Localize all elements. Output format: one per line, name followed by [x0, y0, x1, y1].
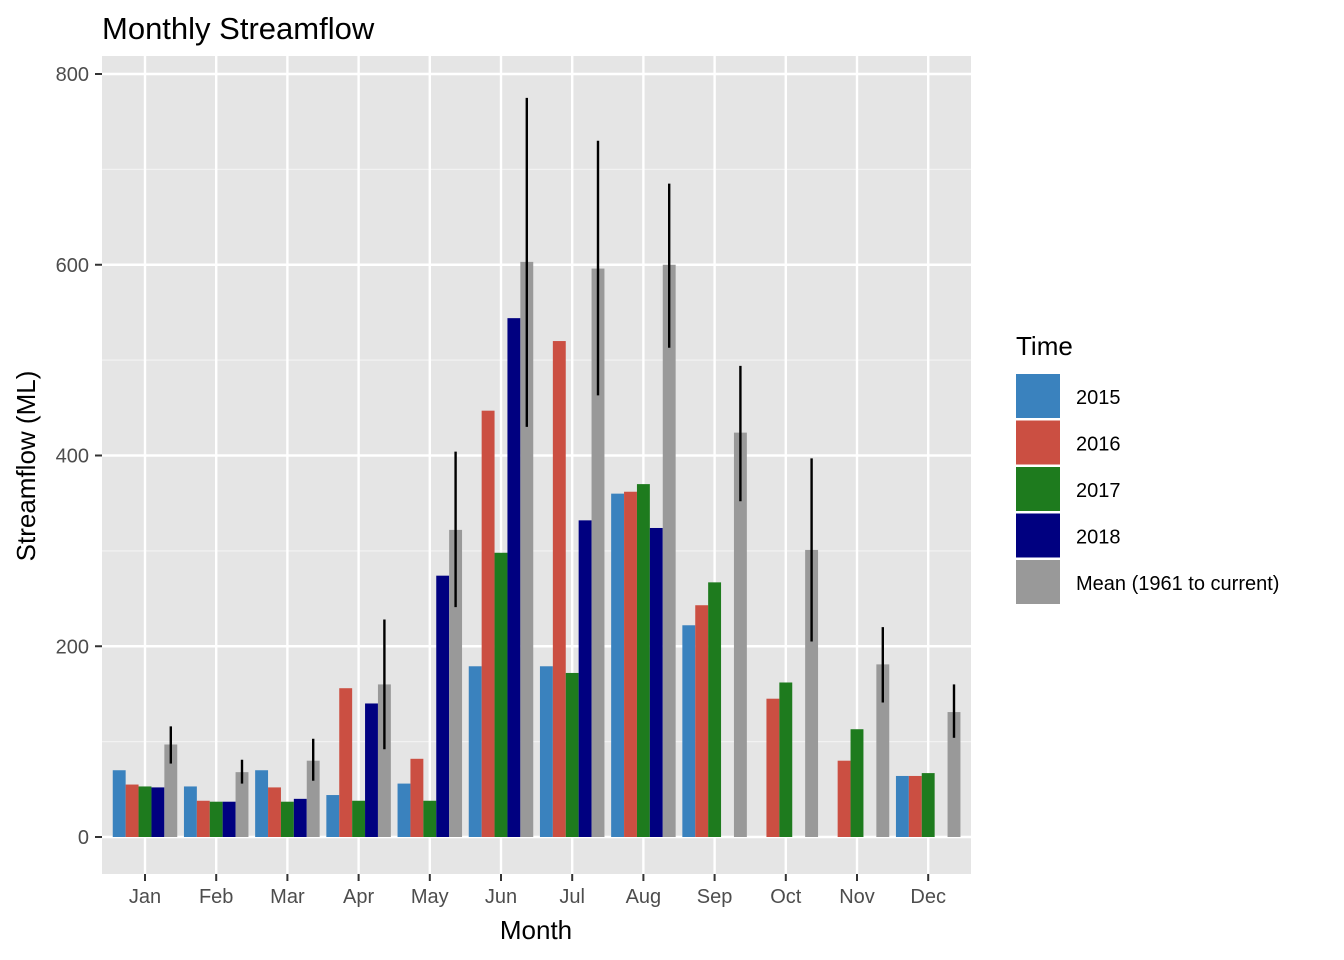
bar [766, 698, 780, 837]
bar [138, 786, 152, 837]
bar [410, 758, 424, 837]
x-tick-label: Apr [343, 886, 374, 908]
bar [779, 682, 793, 837]
bar [908, 775, 922, 837]
legend-label: 2015 [1076, 387, 1121, 409]
bar [468, 666, 482, 837]
x-tick-label: Jan [129, 886, 161, 908]
legend-label: 2017 [1076, 480, 1121, 502]
y-tick-label: 600 [56, 255, 89, 277]
bar [624, 491, 637, 837]
legend-label: 2018 [1076, 527, 1121, 549]
bar [280, 801, 294, 837]
bar [352, 800, 366, 837]
bars [112, 261, 961, 837]
bar [539, 666, 553, 837]
y-tick-label: 200 [56, 636, 89, 658]
bar [507, 318, 521, 837]
bar [326, 795, 340, 837]
bar [481, 410, 495, 837]
x-axis: Jan Feb Mar Apr May Jun Jul Aug Sep Oct Nov Dec [129, 874, 946, 908]
y-axis-title: Streamflow (ML) [11, 371, 41, 562]
bar [591, 268, 605, 837]
bar [895, 775, 909, 837]
legend-swatch [1016, 420, 1060, 465]
bar [436, 575, 450, 837]
bar [636, 484, 650, 837]
x-axis-title: Month [500, 915, 572, 945]
bar [649, 527, 663, 837]
y-tick-label: 400 [56, 446, 89, 468]
bar [494, 552, 508, 837]
x-tick-label: Jun [485, 886, 517, 908]
x-tick-label: Mar [270, 886, 305, 908]
legend-swatch [1016, 513, 1060, 558]
bar [222, 801, 236, 837]
chart-title: Monthly Streamflow [102, 11, 375, 46]
bar [151, 787, 165, 837]
bar [423, 800, 437, 837]
bar [196, 800, 210, 837]
bar [682, 625, 696, 837]
bar [876, 664, 890, 837]
legend-title: Time [1016, 331, 1073, 361]
grid-lines [102, 56, 971, 874]
x-tick-label: Feb [199, 886, 233, 908]
bar [921, 773, 935, 837]
bar [578, 520, 592, 837]
bar [850, 729, 864, 837]
y-axis: 0 200 400 600 800 [56, 64, 102, 849]
error-bars [169, 97, 956, 784]
bar [397, 783, 411, 837]
legend-swatch [1016, 560, 1060, 604]
bar [520, 261, 534, 837]
bar [449, 529, 463, 837]
bar [377, 684, 391, 837]
bar [306, 760, 320, 837]
x-tick-label: Sep [697, 886, 733, 908]
bar [565, 672, 579, 837]
bar [268, 787, 281, 837]
bar [695, 605, 709, 837]
bar [209, 801, 223, 837]
bar [662, 264, 676, 837]
x-tick-label: Dec [910, 886, 946, 908]
legend: Time 2015 2016 2017 2018 Mean (1961 to curre… [1016, 331, 1279, 604]
y-tick-label: 800 [56, 64, 89, 86]
legend-label: Mean (1961 to current) [1076, 573, 1279, 595]
bar [947, 712, 961, 837]
legend-swatch [1016, 374, 1060, 418]
bar [733, 432, 747, 837]
x-tick-label: Nov [839, 886, 875, 908]
bar [183, 786, 197, 837]
bar [112, 770, 126, 837]
bar [611, 493, 625, 837]
bar [837, 760, 851, 837]
bar [164, 744, 178, 837]
legend-swatch [1016, 467, 1060, 511]
bar [235, 772, 249, 837]
x-tick-label: Aug [626, 886, 662, 908]
bar [339, 688, 353, 837]
x-tick-label: May [411, 886, 449, 908]
legend-label: 2016 [1076, 434, 1121, 456]
bar [365, 703, 378, 837]
x-tick-label: Jul [559, 886, 585, 908]
y-tick-label: 0 [78, 827, 89, 849]
bar [805, 549, 819, 837]
bar [255, 770, 269, 837]
bar [293, 798, 307, 837]
plot-panel [102, 56, 971, 874]
bar [708, 582, 722, 837]
bar [125, 784, 139, 837]
x-tick-label: Oct [770, 886, 802, 908]
bar [552, 341, 566, 837]
